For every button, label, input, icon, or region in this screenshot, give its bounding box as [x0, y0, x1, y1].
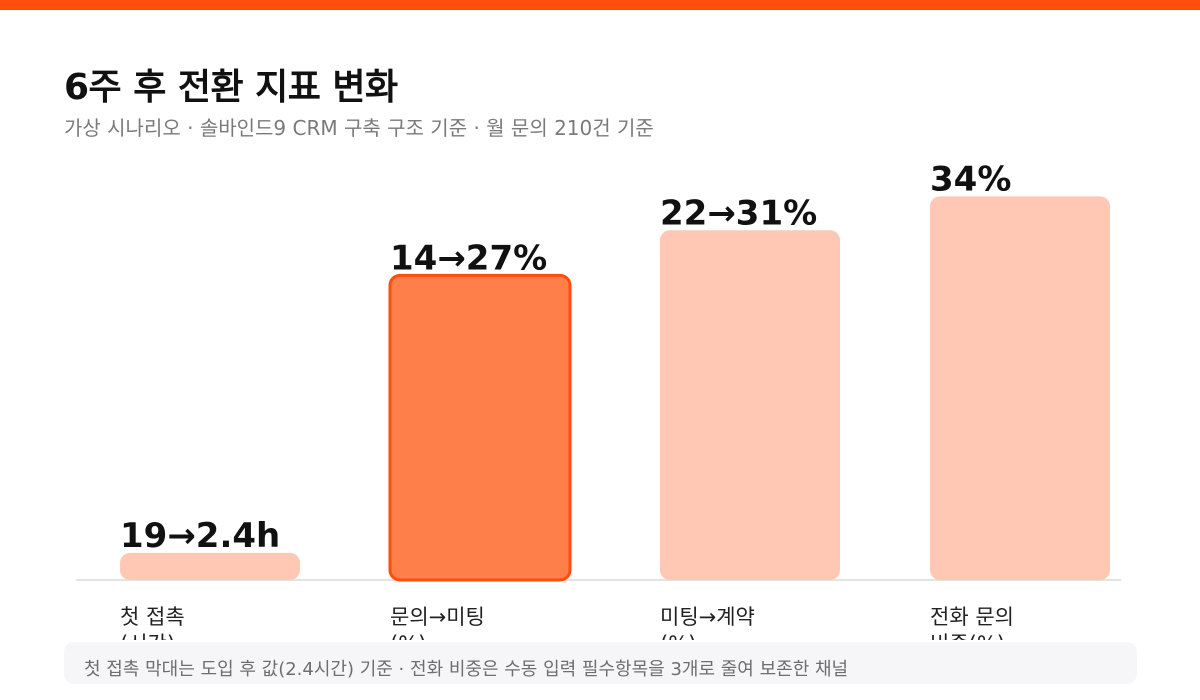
category-label: 문의→미팅 — [390, 605, 485, 629]
bar — [660, 230, 840, 580]
data-label: 14→27% — [390, 238, 547, 278]
category-sublabel: 비중(%) — [930, 632, 1005, 640]
footnote: 첫 접촉 막대는 도입 후 값(2.4시간) 기준 · 전화 비중은 수동 입력… — [64, 642, 1137, 684]
chart-title: 6주 후 전환 지표 변화 — [64, 67, 398, 108]
category-label: 전화 문의 — [930, 605, 1014, 629]
bar-highlighted — [388, 273, 572, 582]
chart-subtitle: 가상 시나리오 · 솔바인드9 CRM 구축 구조 기준 · 월 문의 210건… — [64, 116, 654, 140]
bar-chart: 19→2.4h 첫 접촉 (시간) 14→27% 문의→미팅 (%) 22→31% 미팅→계약… — [76, 159, 1121, 640]
bar — [930, 196, 1110, 580]
data-label: 19→2.4h — [120, 516, 280, 556]
category-label: 미팅→계약 — [660, 605, 755, 629]
bar — [120, 552, 300, 580]
category-sublabel: (시간) — [120, 632, 175, 640]
category-sublabel: (%) — [390, 632, 426, 640]
data-label: 22→31% — [660, 193, 817, 233]
category-sublabel: (%) — [660, 632, 696, 640]
data-label: 34% — [930, 159, 1011, 199]
category-label: 첫 접촉 — [120, 605, 185, 629]
top-accent-bar — [0, 0, 1200, 10]
